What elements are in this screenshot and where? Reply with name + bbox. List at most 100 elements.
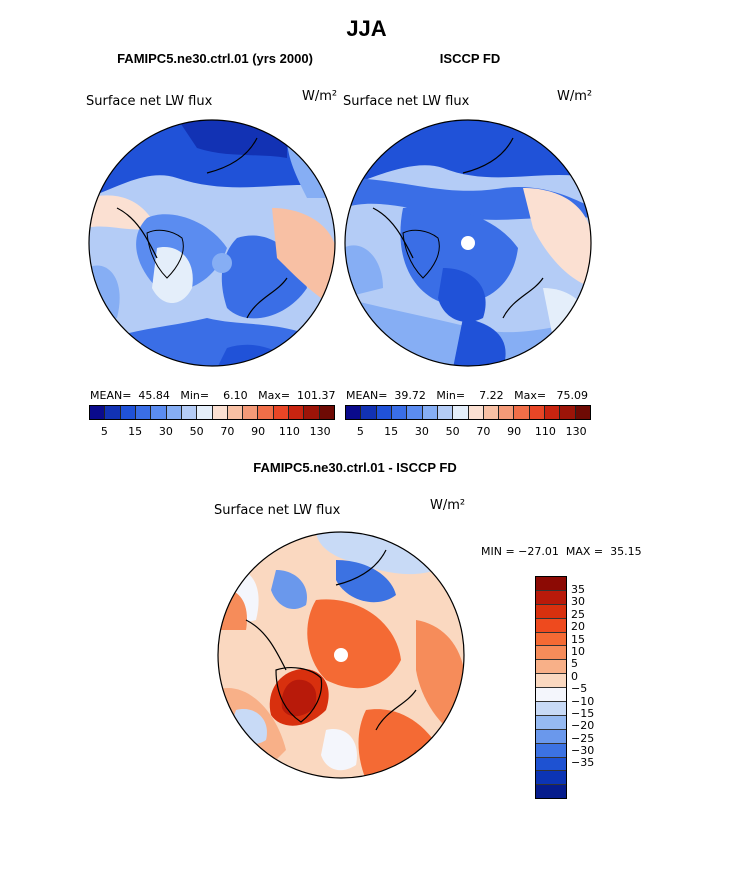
right-polar-map (344, 119, 592, 367)
colorbar-swatch (166, 406, 182, 419)
colorbar-swatch (273, 406, 290, 419)
colorbar-tick-label: −10 (571, 694, 595, 708)
colorbar-tick-label: 20 (571, 620, 585, 634)
colorbar-swatch (536, 590, 566, 605)
colorbar-swatch (90, 406, 106, 419)
colorbar-swatch (407, 406, 423, 419)
colorbar-tick-label: −20 (571, 719, 595, 733)
colorbar-tick-label: 70 (476, 425, 491, 438)
colorbar-swatch (437, 406, 454, 419)
colorbar-swatch (468, 406, 484, 419)
colorbar-swatch (319, 406, 334, 419)
colorbar-swatch (536, 646, 566, 661)
colorbar-tick-label: 90 (507, 425, 522, 438)
right-colorbar (345, 405, 591, 420)
colorbar-tick-label: 5 (356, 425, 364, 438)
colorbar-tick-label: 25 (571, 607, 585, 621)
left-stats: MEAN= 45.84 Min= 6.10 Max= 101.37 (90, 389, 336, 402)
diff-colorbar-labels: 35 30 25 20 15 10 5 0 −5 −10 −15 −20 −25 −30 −35 (571, 583, 595, 770)
left-colorbar (89, 405, 335, 420)
colorbar-swatch (361, 406, 377, 419)
diff-unit-label: W/m² (430, 498, 466, 513)
right-unit-label: W/m² (557, 89, 593, 104)
colorbar-swatch (536, 771, 566, 786)
diff-polar-map (217, 531, 465, 779)
colorbar-swatch (243, 406, 259, 419)
colorbar-tick-label: 5 (571, 657, 578, 671)
colorbar-swatch (212, 406, 228, 419)
colorbar-swatch (536, 632, 566, 647)
left-polar-map (88, 119, 336, 367)
colorbar-swatch (536, 702, 566, 716)
colorbar-swatch (483, 406, 500, 419)
colorbar-swatch (536, 715, 566, 730)
colorbar-swatch (258, 406, 274, 419)
diff-panel-title: FAMIPC5.ne30.ctrl.01 - ISCCP FD (253, 460, 457, 475)
colorbar-swatch (197, 406, 213, 419)
colorbar-tick-label: 5 (100, 425, 108, 438)
colorbar-swatch (346, 406, 362, 419)
colorbar-swatch (304, 406, 320, 419)
colorbar-swatch (422, 406, 438, 419)
left-panel-title: FAMIPC5.ne30.ctrl.01 (yrs 2000) (117, 51, 313, 66)
colorbar-swatch (453, 406, 469, 419)
colorbar-swatch (391, 406, 408, 419)
colorbar-tick-label: 30 (571, 595, 585, 609)
colorbar-swatch (514, 406, 530, 419)
left-unit-label: W/m² (302, 89, 338, 104)
colorbar-tick-label: 130 (565, 425, 587, 438)
left-variable-label: Surface net LW flux (86, 94, 213, 109)
diff-colorbar (535, 576, 567, 800)
colorbar-tick-label: 0 (571, 669, 578, 683)
right-stats: MEAN= 39.72 Min= 7.22 Max= 75.09 (346, 389, 589, 402)
colorbar-tick-label: 15 (128, 425, 143, 438)
colorbar-tick-label: 15 (571, 632, 585, 646)
colorbar-tick-label: 110 (278, 425, 300, 438)
colorbar-swatch (105, 406, 121, 419)
colorbar-swatch (499, 406, 515, 419)
colorbar-swatch (536, 743, 566, 758)
diff-minmax: MIN = −27.01 MAX = 35.15 (481, 545, 642, 558)
colorbar-tick-label: −15 (571, 706, 595, 720)
colorbar-tick-label: −25 (571, 731, 595, 745)
colorbar-swatch (545, 406, 561, 419)
colorbar-tick-label: −30 (571, 744, 595, 758)
colorbar-swatch (536, 618, 566, 633)
colorbar-tick-label: 30 (158, 425, 173, 438)
colorbar-swatch (151, 406, 167, 419)
right-colorbar-ticks: 5 15 30 50 70 90 110 130 (345, 425, 591, 439)
colorbar-tick-label: 50 (189, 425, 204, 438)
page-title: JJA (346, 16, 387, 41)
colorbar-tick-label: 110 (534, 425, 556, 438)
left-colorbar-ticks: 5 15 30 50 70 90 110 130 (89, 425, 335, 439)
colorbar-tick-label: 90 (251, 425, 266, 438)
colorbar-swatch (536, 785, 566, 799)
colorbar-tick-label: −35 (571, 756, 595, 770)
colorbar-tick-label: 130 (309, 425, 331, 438)
right-variable-label: Surface net LW flux (343, 94, 470, 109)
colorbar-swatch (575, 406, 590, 419)
colorbar-tick-label: 10 (571, 644, 585, 658)
colorbar-swatch (181, 406, 198, 419)
colorbar-swatch (536, 660, 566, 675)
colorbar-tick-label: 15 (384, 425, 399, 438)
colorbar-tick-label: 30 (414, 425, 429, 438)
colorbar-tick-label: 70 (220, 425, 235, 438)
colorbar-swatch (376, 406, 392, 419)
colorbar-swatch (120, 406, 136, 419)
colorbar-swatch (536, 757, 566, 772)
colorbar-swatch (135, 406, 152, 419)
right-panel-title: ISCCP FD (439, 51, 501, 66)
colorbar-swatch (536, 729, 566, 744)
colorbar-swatch (536, 688, 566, 703)
diff-variable-label: Surface net LW flux (214, 503, 341, 518)
colorbar-swatch (560, 406, 576, 419)
colorbar-tick-label: 35 (571, 583, 585, 596)
colorbar-tick-label: 50 (445, 425, 460, 438)
colorbar-tick-label: −5 (571, 682, 588, 696)
colorbar-swatch (536, 604, 566, 619)
colorbar-swatch (529, 406, 546, 419)
colorbar-swatch (289, 406, 305, 419)
colorbar-swatch (536, 577, 566, 591)
colorbar-swatch (227, 406, 244, 419)
